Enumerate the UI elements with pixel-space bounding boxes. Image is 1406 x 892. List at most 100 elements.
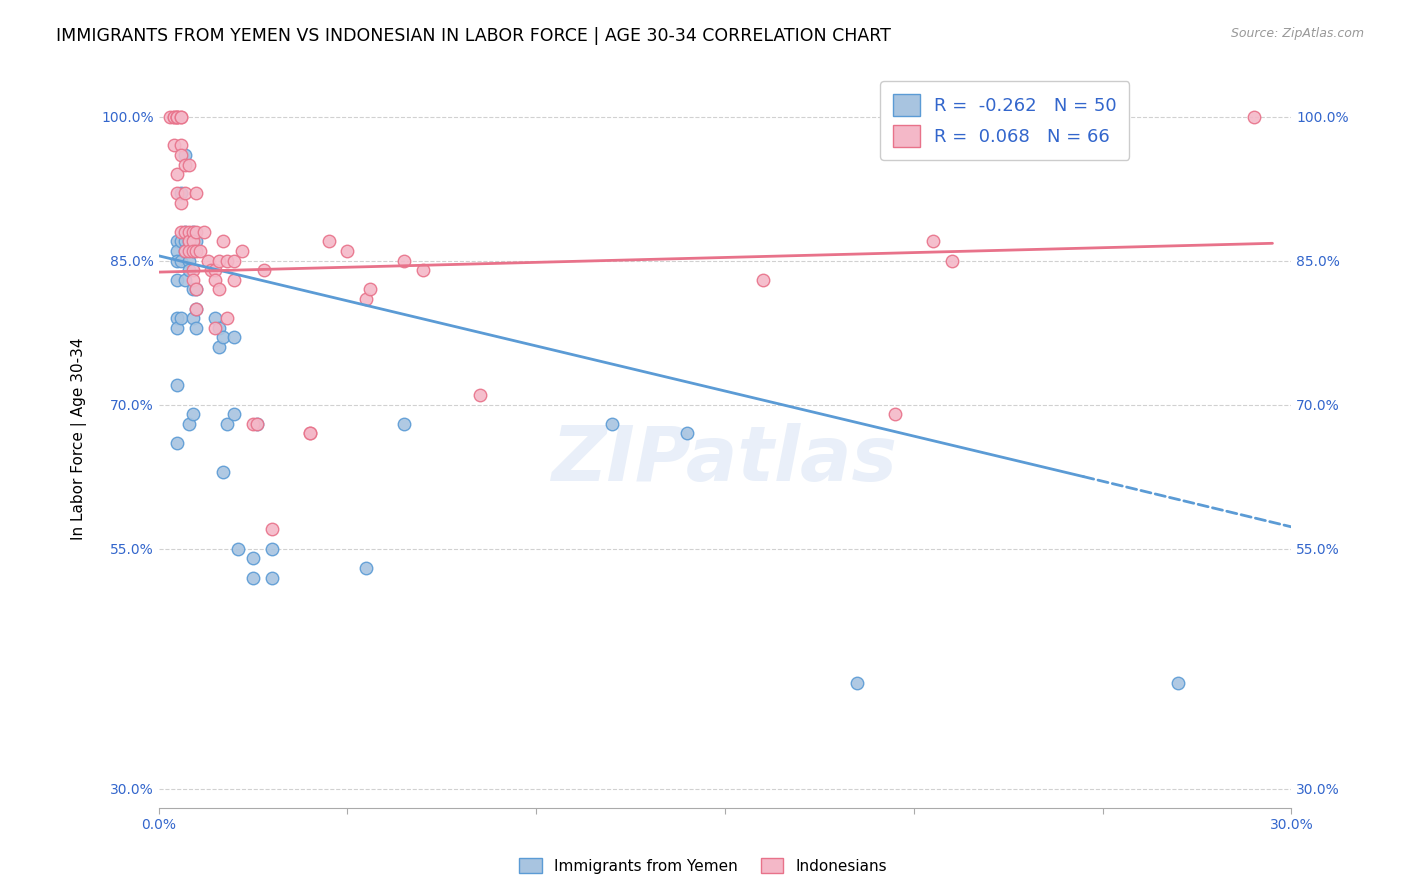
Point [208, 253, 231, 268]
Point [208, 321, 231, 335]
Point [260, 570, 283, 584]
Point [246, 417, 269, 431]
Point [242, 570, 264, 584]
Point [224, 330, 246, 344]
Point [170, 110, 193, 124]
Point [226, 541, 249, 556]
Legend: Immigrants from Yemen, Indonesians: Immigrants from Yemen, Indonesians [513, 852, 893, 880]
Point [260, 523, 283, 537]
Point [211, 330, 233, 344]
Point [392, 417, 415, 431]
Point [188, 244, 211, 258]
Point [166, 311, 188, 326]
Point [170, 235, 193, 249]
Point [208, 282, 231, 296]
Point [318, 235, 340, 249]
Point [166, 235, 188, 249]
Y-axis label: In Labor Force | Age 30-34: In Labor Force | Age 30-34 [72, 337, 87, 540]
Point [204, 273, 226, 287]
Point [166, 253, 188, 268]
Point [186, 301, 208, 316]
Point [224, 407, 246, 421]
Point [186, 282, 208, 296]
Point [242, 417, 264, 431]
Point [166, 110, 188, 124]
Point [193, 225, 215, 239]
Point [336, 244, 359, 258]
Point [359, 282, 381, 296]
Text: ZIPatlas: ZIPatlas [553, 424, 898, 498]
Point [166, 244, 188, 258]
Point [181, 273, 204, 287]
Point [174, 273, 197, 287]
Point [177, 157, 200, 171]
Point [1243, 110, 1265, 124]
Point [177, 417, 200, 431]
Point [392, 253, 415, 268]
Point [170, 225, 193, 239]
Point [253, 263, 276, 277]
Point [170, 253, 193, 268]
Point [200, 263, 222, 277]
Point [883, 407, 905, 421]
Point [204, 311, 226, 326]
Point [224, 273, 246, 287]
Point [174, 148, 197, 162]
Point [231, 244, 253, 258]
Point [211, 235, 233, 249]
Point [186, 282, 208, 296]
Point [170, 110, 193, 124]
Point [1167, 676, 1189, 690]
Point [166, 110, 188, 124]
Point [211, 465, 233, 479]
Text: IMMIGRANTS FROM YEMEN VS INDONESIAN IN LABOR FORCE | AGE 30-34 CORRELATION CHART: IMMIGRANTS FROM YEMEN VS INDONESIAN IN L… [56, 27, 891, 45]
Point [215, 311, 238, 326]
Point [170, 186, 193, 201]
Point [224, 253, 246, 268]
Point [166, 186, 188, 201]
Point [676, 426, 699, 441]
Point [177, 244, 200, 258]
Point [170, 138, 193, 153]
Point [177, 253, 200, 268]
Point [186, 235, 208, 249]
Point [166, 436, 188, 450]
Point [170, 311, 193, 326]
Point [166, 321, 188, 335]
Point [163, 110, 186, 124]
Point [215, 417, 238, 431]
Point [163, 138, 186, 153]
Point [186, 225, 208, 239]
Point [600, 417, 623, 431]
Legend: R =  -0.262   N = 50, R =  0.068   N = 66: R = -0.262 N = 50, R = 0.068 N = 66 [880, 81, 1129, 160]
Point [174, 225, 197, 239]
Point [208, 340, 231, 354]
Point [204, 263, 226, 277]
Point [921, 235, 943, 249]
Point [181, 225, 204, 239]
Point [356, 561, 378, 575]
Point [215, 253, 238, 268]
Point [242, 551, 264, 566]
Point [174, 244, 197, 258]
Point [170, 196, 193, 211]
Point [181, 263, 204, 277]
Point [468, 388, 491, 402]
Point [181, 244, 204, 258]
Point [163, 110, 186, 124]
Point [186, 186, 208, 201]
Point [174, 225, 197, 239]
Point [181, 311, 204, 326]
Point [260, 541, 283, 556]
Point [751, 273, 773, 287]
Point [174, 235, 197, 249]
Point [174, 186, 197, 201]
Point [177, 235, 200, 249]
Point [181, 407, 204, 421]
Point [298, 426, 321, 441]
Point [177, 225, 200, 239]
Point [186, 321, 208, 335]
Point [181, 282, 204, 296]
Point [181, 235, 204, 249]
Point [186, 301, 208, 316]
